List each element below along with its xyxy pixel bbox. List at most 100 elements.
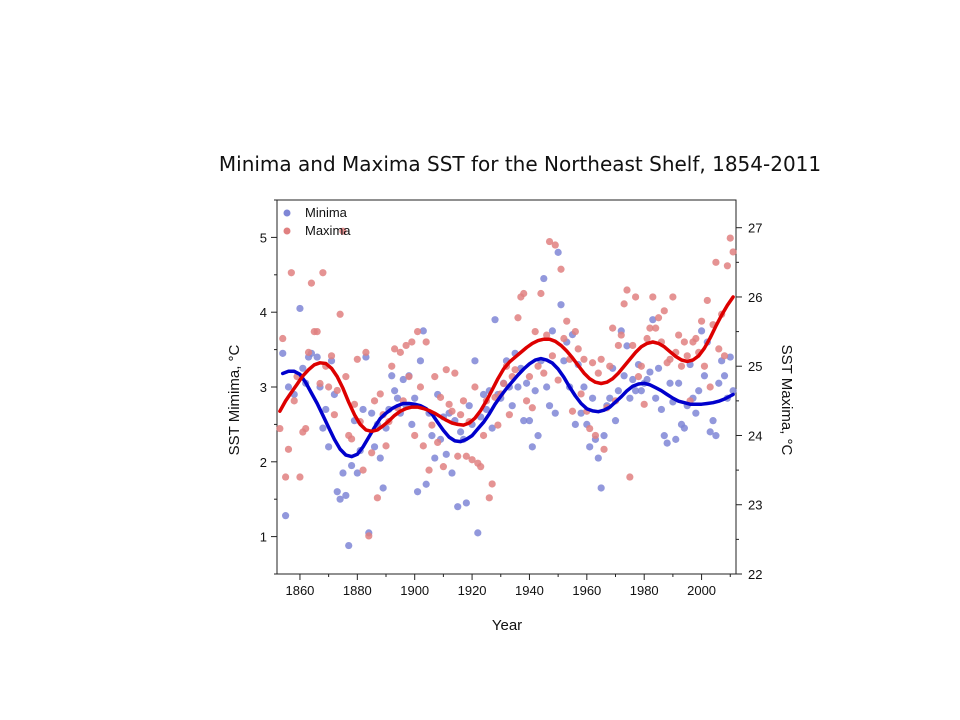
minima-point: [629, 375, 637, 384]
y-left-tick-label: 5: [260, 230, 267, 245]
maxima-point: [448, 407, 456, 415]
maxima-point: [287, 269, 295, 277]
minima-point: [522, 379, 531, 387]
maxima-point: [720, 352, 729, 360]
maxima-point: [313, 327, 321, 336]
minima-point: [379, 484, 387, 492]
maxima-point: [706, 383, 714, 391]
chart-title: Minima and Maxima SST for the Northeast …: [218, 152, 822, 176]
maxima-point: [726, 234, 734, 242]
minima-point: [600, 432, 608, 440]
x-tick-label: 1940: [515, 583, 544, 598]
maxima-point: [677, 362, 686, 370]
maxima-point: [457, 411, 465, 419]
minima-point: [560, 357, 568, 365]
maxima-point: [700, 362, 709, 370]
minima-point: [416, 357, 425, 365]
x-tick-label: 1880: [343, 583, 372, 598]
minima-point: [457, 428, 465, 436]
maxima-point: [333, 386, 341, 395]
maxima-point: [660, 307, 668, 315]
maxima-point: [428, 421, 436, 429]
maxima-point: [697, 317, 706, 325]
maxima-point: [522, 397, 531, 405]
minima-point: [345, 541, 353, 550]
maxima-point: [436, 393, 445, 401]
maxima-point: [284, 445, 293, 453]
minima-point: [729, 387, 737, 395]
maxima-point: [479, 431, 488, 440]
maxima-point: [370, 397, 379, 405]
minima-point: [282, 512, 290, 520]
maxima-point: [543, 331, 551, 339]
y-right-tick-label: 26: [748, 290, 762, 305]
maxima-point: [359, 466, 367, 474]
maxima-point: [586, 424, 594, 433]
maxima-point: [296, 473, 304, 481]
minima-point: [631, 387, 640, 395]
maxima-point: [703, 296, 711, 305]
minima-point: [660, 432, 668, 440]
maxima-point: [459, 397, 468, 405]
maxima-point: [551, 241, 559, 249]
maxima-point: [488, 480, 496, 488]
minima-point: [428, 432, 436, 440]
maxima-point: [557, 265, 565, 273]
minima-point: [577, 409, 585, 417]
y-axis-right-title: SST Maxima, °C: [778, 345, 795, 456]
maxima-point: [373, 494, 382, 502]
minima-point: [726, 353, 734, 361]
y-right-tick-label: 25: [748, 359, 762, 374]
maxima-point: [500, 379, 508, 388]
maxima-point: [454, 452, 462, 460]
minima-point: [697, 327, 706, 335]
maxima-point: [339, 227, 347, 235]
minima-point: [336, 495, 344, 503]
maxima-point: [577, 390, 585, 398]
maxima-point: [571, 327, 579, 336]
minima-point: [680, 424, 688, 432]
maxima-point: [652, 324, 660, 332]
maxima-point: [594, 369, 602, 377]
minima-point: [488, 424, 496, 432]
maxima-point: [402, 341, 410, 350]
maxima-point: [620, 300, 628, 308]
minima-point: [413, 488, 422, 496]
maxima-point: [675, 331, 683, 339]
minima-point: [482, 405, 491, 414]
maxima-point: [531, 327, 539, 336]
minima-point: [399, 375, 407, 384]
minima-point: [296, 304, 304, 313]
maxima-point: [715, 345, 723, 353]
minima-point: [695, 387, 703, 395]
minima-point: [620, 372, 628, 380]
maxima-point: [405, 373, 413, 381]
x-tick-label: 1900: [400, 583, 429, 598]
minima-point: [520, 417, 528, 425]
minima-point: [614, 387, 622, 395]
minima-point: [588, 394, 597, 402]
minima-point: [649, 316, 657, 324]
y-right-tick-label: 22: [748, 567, 762, 582]
maxima-point: [336, 310, 344, 318]
maxima-point: [574, 345, 582, 353]
maxima-point: [692, 334, 700, 343]
maxima-point: [327, 352, 336, 360]
minima-point: [611, 417, 620, 425]
minima-point: [393, 394, 402, 402]
maxima-point: [342, 373, 350, 381]
maxima-point: [640, 400, 648, 408]
minima-point: [454, 503, 462, 511]
maxima-point: [302, 424, 310, 433]
minima-point: [712, 432, 720, 440]
minima-point: [672, 435, 680, 443]
maxima-point: [680, 338, 688, 346]
maxima-point: [514, 314, 522, 322]
maxima-point: [629, 341, 637, 350]
y-right-tick-label: 27: [748, 221, 762, 236]
maxima-point: [712, 258, 720, 266]
maxima-point: [588, 359, 597, 367]
maxima-point: [422, 338, 430, 346]
y-left-tick-label: 4: [260, 305, 267, 320]
